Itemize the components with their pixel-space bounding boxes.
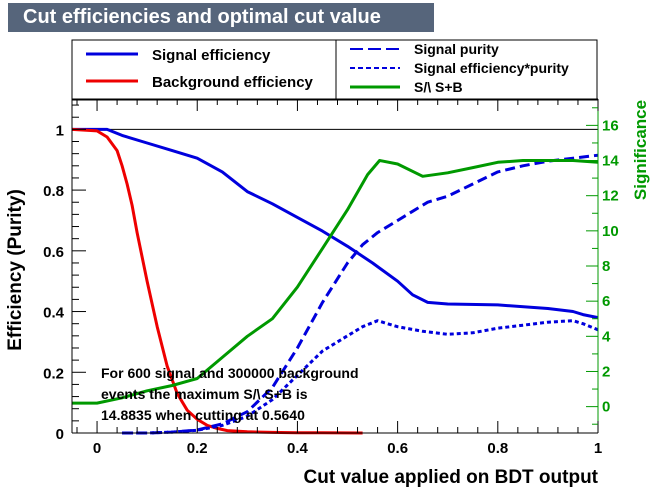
y2-tick-label-2: 4 [602,328,611,345]
axes: 0 0.2 0.4 0.6 0.8 100.20.40.60.81024681012141… [43,99,619,457]
x-axis-title: Cut value applied on BDT output [304,467,599,488]
y-tick-label-3: 0.6 [43,244,64,261]
series-line-3 [122,319,599,435]
x-tick-label-4: 0.8 [487,440,508,457]
annotation-line-2: 14.8835 when cutting at 0.5640 [101,407,305,423]
legend-right-label-2: S/\ S+B [414,79,463,95]
y2-tick-label-1: 2 [602,363,610,380]
annotation-line-0: For 600 signal and 300000 background [101,365,359,381]
legend-right-label-1: Signal efficiency*purity [414,60,569,76]
x-tick-label-3: 0.6 [387,440,408,457]
y-axis-title: Efficiency (Purity) [5,189,26,351]
legend-right-box: Signal purity Signal efficiency*purity S/\… [335,39,598,101]
y-tick-label-5: 1 [56,122,64,139]
y-tick-label-0: 0 [56,426,64,443]
series-line-1 [71,127,363,435]
y2-tick-label-5: 10 [602,223,619,240]
y-tick-label-4: 0.8 [43,183,64,200]
series-line-4 [72,159,599,405]
y2-tick-label-8: 16 [602,117,619,134]
y-tick-label-2: 0.4 [43,305,65,322]
series-line-0 [72,127,599,320]
legend-left-box: Signal efficiency Background efficiency [71,39,337,101]
x-tick-label-1: 0.2 [187,440,208,457]
y2-axis-title: Significance [631,100,650,200]
legend-left-label-0: Signal efficiency [152,47,271,64]
x-tick-label-5: 1 [594,440,602,457]
x-tick-label-0: 0 [93,440,101,457]
annotation: For 600 signal and 300000 background even… [101,365,359,423]
y2-tick-label-7: 14 [602,153,619,170]
series-lines [71,127,599,435]
y2-tick-label-0: 0 [602,399,610,416]
y2-tick-label-3: 6 [602,293,610,310]
legend-right-label-0: Signal purity [414,41,499,57]
y2-tick-label-4: 8 [602,258,610,275]
plot-frame [71,98,599,434]
chart-title: Cut efficiencies and optimal cut value [23,6,381,28]
legend-left-label-1: Background efficiency [152,74,314,91]
y2-tick-label-6: 12 [602,188,619,205]
annotation-line-1: events the maximum S/\ S+B is [101,386,308,402]
chart-title-box: Cut efficiencies and optimal cut value [8,3,434,32]
legend-left-frame [71,39,337,101]
y-tick-label-1: 0.2 [43,365,64,382]
x-tick-label-2: 0.4 [287,440,309,457]
series-line-2 [122,153,599,435]
